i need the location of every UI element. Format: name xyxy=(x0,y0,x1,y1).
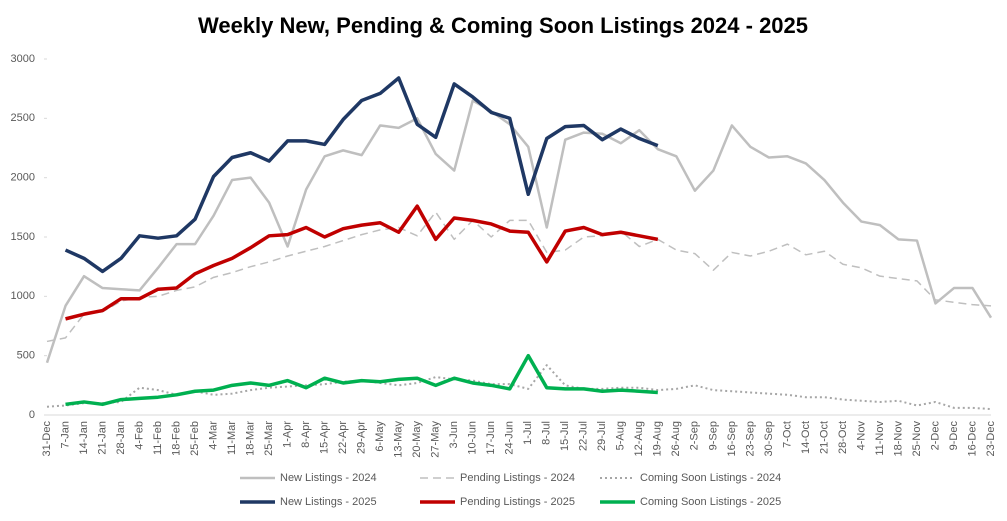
y-tick-label: 2500 xyxy=(11,112,35,124)
legend-label: New Listings - 2025 xyxy=(280,496,377,508)
series-line xyxy=(46,211,992,343)
x-tick-label: 18-Mar xyxy=(245,421,257,456)
x-tick-label: 30-Sep xyxy=(763,421,775,456)
x-tick-label: 11-Nov xyxy=(874,421,886,456)
y-tick-label: 3000 xyxy=(11,53,35,65)
x-tick-label: 17-Jun xyxy=(485,421,497,455)
x-tick-label: 12-Aug xyxy=(633,421,645,456)
x-tick-label: 14-Jan xyxy=(78,421,90,455)
x-tick-label: 8-Apr xyxy=(300,421,312,448)
x-tick-label: 23-Sep xyxy=(744,421,756,456)
x-tick-label: 18-Feb xyxy=(170,421,182,456)
legend-label: Coming Soon Listings - 2024 xyxy=(640,472,781,484)
x-tick-label: 27-May xyxy=(430,421,442,458)
x-tick-label: 23-Dec xyxy=(985,421,997,457)
legend-label: New Listings - 2024 xyxy=(280,472,377,484)
legend-label: Pending Listings - 2024 xyxy=(460,472,575,484)
x-tick-label: 1-Apr xyxy=(282,421,294,448)
legend-label: Pending Listings - 2025 xyxy=(460,496,575,508)
x-tick-label: 21-Oct xyxy=(818,421,830,454)
x-tick-label: 9-Dec xyxy=(948,421,960,451)
x-tick-label: 22-Jul xyxy=(578,421,590,451)
x-tick-label: 4-Mar xyxy=(207,421,219,450)
x-tick-label: 7-Oct xyxy=(781,421,793,448)
x-tick-label: 8-Jul xyxy=(541,421,553,445)
x-tick-label: 15-Jul xyxy=(559,421,571,451)
x-tick-label: 28-Oct xyxy=(837,421,849,454)
x-tick-label: 7-Jan xyxy=(59,421,71,449)
x-tick-label: 3-Jun xyxy=(448,421,460,449)
x-tick-label: 16-Dec xyxy=(966,421,978,457)
x-tick-label: 29-Apr xyxy=(356,421,368,454)
y-tick-label: 500 xyxy=(17,350,35,362)
x-tick-label: 25-Feb xyxy=(189,421,201,456)
x-tick-label: 16-Sep xyxy=(726,421,738,456)
x-tick-label: 20-May xyxy=(411,421,423,458)
x-tick-label: 15-Apr xyxy=(319,421,331,454)
series-line xyxy=(46,364,992,411)
x-tick-label: 11-Mar xyxy=(226,421,238,455)
x-tick-label: 21-Jan xyxy=(96,421,108,455)
chart-title: Weekly New, Pending & Coming Soon Listin… xyxy=(198,13,808,38)
x-tick-label: 22-Apr xyxy=(337,421,349,454)
x-tick-label: 24-Jun xyxy=(504,421,516,455)
x-tick-label: 26-Aug xyxy=(670,421,682,456)
x-tick-label: 9-Sep xyxy=(707,421,719,450)
series-line xyxy=(65,353,658,407)
x-tick-label: 11-Feb xyxy=(152,421,164,455)
x-tick-label: 13-May xyxy=(393,421,405,458)
x-tick-label: 25-Nov xyxy=(911,421,923,457)
x-tick-label: 10-Jun xyxy=(467,421,479,455)
x-tick-label: 2-Sep xyxy=(689,421,701,450)
x-tick-label: 5-Aug xyxy=(615,421,627,450)
x-tick-label: 25-Mar xyxy=(263,421,275,456)
x-tick-label: 4-Feb xyxy=(133,421,145,450)
x-tick-label: 4-Nov xyxy=(855,421,867,451)
x-tick-label: 2-Dec xyxy=(929,421,941,451)
x-tick-label: 31-Dec xyxy=(41,421,53,457)
x-tick-label: 14-Oct xyxy=(800,421,812,454)
y-tick-label: 1500 xyxy=(11,231,35,243)
x-tick-label: 1-Jul xyxy=(522,421,534,445)
x-tick-label: 29-Jul xyxy=(596,421,608,451)
series-line xyxy=(64,76,659,274)
series-line xyxy=(65,204,659,321)
x-tick-label: 6-May xyxy=(374,421,386,452)
y-tick-label: 0 xyxy=(29,409,35,421)
x-tick-label: 28-Jan xyxy=(115,421,127,455)
series-line xyxy=(45,99,993,364)
legend-label: Coming Soon Listings - 2025 xyxy=(640,496,781,508)
x-tick-label: 18-Nov xyxy=(892,421,904,457)
y-tick-label: 2000 xyxy=(11,172,35,184)
y-tick-label: 1000 xyxy=(11,290,35,302)
x-tick-label: 19-Aug xyxy=(652,421,664,456)
